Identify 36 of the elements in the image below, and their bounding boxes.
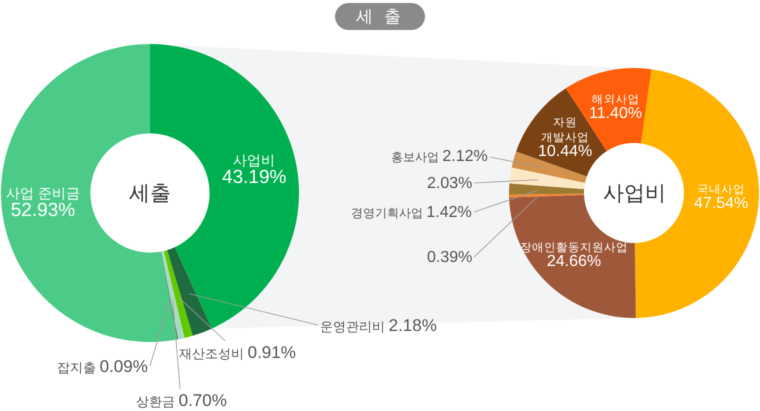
data-label: 10.44% — [538, 142, 592, 160]
data-label: 52.93% — [10, 200, 76, 222]
donut-slice — [167, 247, 212, 336]
text: 세출 — [129, 182, 171, 205]
slice-label: 홍보사업 — [391, 150, 439, 164]
chart-title: 세 출 — [335, 3, 425, 30]
donut-slice — [509, 183, 584, 194]
data-label: 0.70% — [178, 391, 227, 410]
data-label: 43.19% — [222, 167, 287, 188]
slice-label: 사업비 — [233, 152, 276, 168]
slice-label: 사업 준비금 — [6, 185, 80, 201]
slice-label: 운영관리비 — [320, 319, 385, 334]
slice-label: 해외사업 — [592, 94, 640, 106]
data-label: 2.03% — [427, 175, 472, 192]
slice-label: 상환금 — [136, 394, 175, 409]
data-label: 0.39% — [427, 249, 472, 266]
data-label: 0.09% — [100, 357, 148, 376]
data-label: 0.91% — [248, 343, 296, 362]
slice-label: 경영기획사업 — [351, 206, 423, 220]
data-label: 2.18% — [388, 316, 437, 335]
data-label: 24.66% — [546, 252, 602, 270]
slice-label: 잡지출 — [57, 360, 96, 375]
slice-label: 재산조성비 — [179, 346, 244, 361]
donut-slice — [164, 250, 193, 338]
slice-label: 국내사업 — [697, 184, 746, 196]
donut-slice — [1, 44, 178, 342]
donut-slice — [509, 168, 586, 190]
data-label: 47.54% — [694, 194, 748, 212]
data-label: 2.12% — [442, 148, 488, 165]
data-label: 11.40% — [589, 104, 642, 122]
data-label: 1.42% — [426, 204, 472, 221]
slice-label: 장애인활동지원사업 — [520, 242, 628, 254]
text: 사업비 — [603, 182, 666, 205]
donut-slice — [161, 250, 185, 340]
slice-label: 자원개발사업 — [541, 117, 590, 144]
donut-slice — [509, 194, 584, 198]
